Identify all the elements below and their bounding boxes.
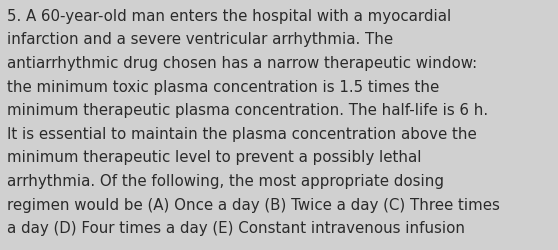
Text: antiarrhythmic drug chosen has a narrow therapeutic window:: antiarrhythmic drug chosen has a narrow … [7,56,477,71]
Text: the minimum toxic plasma concentration is 1.5 times the: the minimum toxic plasma concentration i… [7,79,439,94]
Text: 5. A 60-year-old man enters the hospital with a myocardial: 5. A 60-year-old man enters the hospital… [7,9,451,24]
Text: infarction and a severe ventricular arrhythmia. The: infarction and a severe ventricular arrh… [7,32,393,47]
Text: arrhythmia. Of the following, the most appropriate dosing: arrhythmia. Of the following, the most a… [7,173,444,188]
Text: a day (D) Four times a day (E) Constant intravenous infusion: a day (D) Four times a day (E) Constant … [7,220,465,235]
Text: minimum therapeutic plasma concentration. The half-life is 6 h.: minimum therapeutic plasma concentration… [7,103,488,118]
Text: regimen would be (A) Once a day (B) Twice a day (C) Three times: regimen would be (A) Once a day (B) Twic… [7,197,499,212]
Text: minimum therapeutic level to prevent a possibly lethal: minimum therapeutic level to prevent a p… [7,150,421,165]
Text: It is essential to maintain the plasma concentration above the: It is essential to maintain the plasma c… [7,126,477,141]
